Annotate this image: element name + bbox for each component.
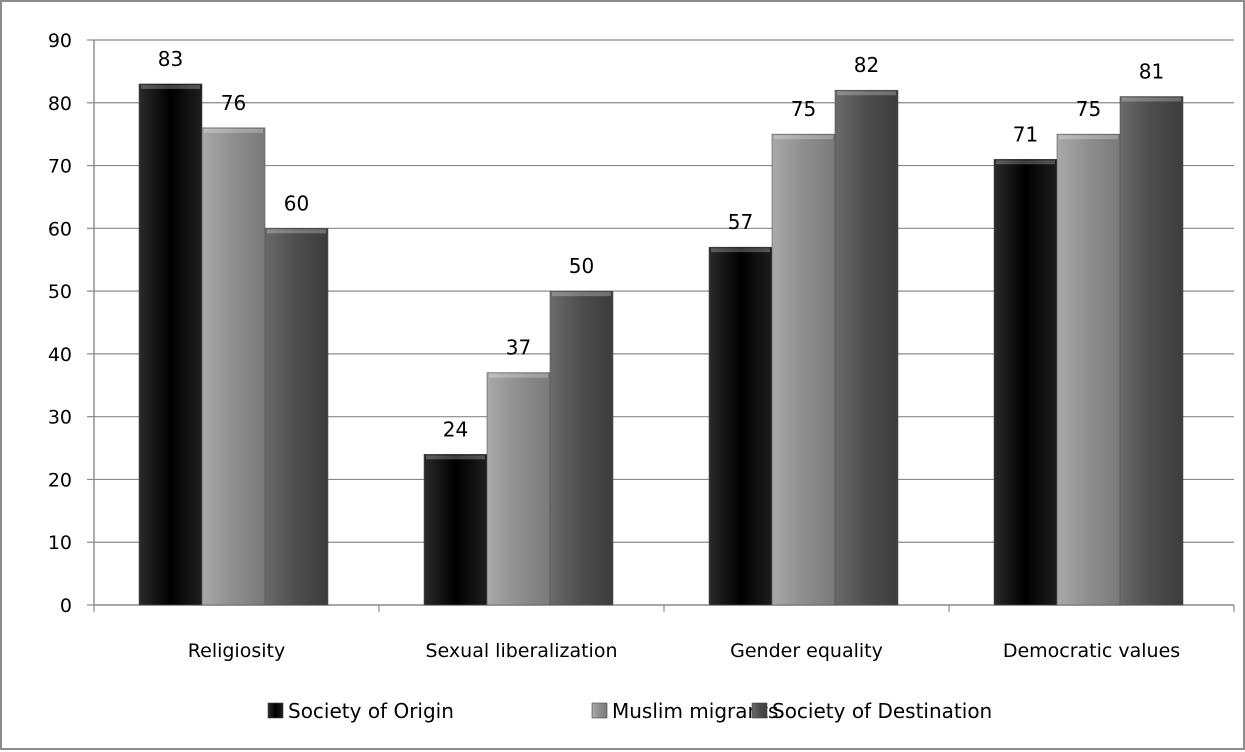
data-label: 50 xyxy=(569,254,594,278)
bar-bevel xyxy=(141,84,200,89)
y-tick-label: 50 xyxy=(48,281,72,303)
legend-label-society-of-origin: Society of Origin xyxy=(288,699,454,723)
data-label: 83 xyxy=(158,47,183,71)
y-tick-label: 60 xyxy=(48,218,72,240)
data-label: 37 xyxy=(506,336,531,360)
bar-bevel xyxy=(837,91,896,96)
data-label: 81 xyxy=(1139,60,1164,84)
bar-society-of-origin-gender-equality xyxy=(708,246,773,606)
data-label: 71 xyxy=(1013,122,1038,146)
data-label: 57 xyxy=(728,210,753,234)
category-label: Democratic values xyxy=(1003,640,1180,662)
legend-swatch-society-of-destination xyxy=(751,702,768,719)
bar-muslim-migrants-gender-equality xyxy=(771,133,836,606)
y-tick-label: 40 xyxy=(48,344,72,366)
data-label: 75 xyxy=(1076,97,1101,121)
legend-swatch-muslim-migrants xyxy=(591,702,608,719)
y-tick-label: 80 xyxy=(48,93,72,115)
bar-bevel xyxy=(267,229,326,234)
legend-label-society-of-destination: Society of Destination xyxy=(772,699,992,723)
y-tick-label: 0 xyxy=(60,595,72,617)
y-tick-label: 10 xyxy=(48,532,72,554)
bar-muslim-migrants-religiosity xyxy=(201,127,266,606)
data-label: 60 xyxy=(284,191,309,215)
category-label: Gender equality xyxy=(730,640,883,662)
data-label: 82 xyxy=(854,53,879,77)
bar-society-of-destination-democratic-values xyxy=(1119,96,1184,606)
legend-label-muslim-migrants: Muslim migrants xyxy=(612,699,778,723)
bar-society-of-origin-sexual-liberalization xyxy=(423,454,488,606)
y-tick-label: 70 xyxy=(48,156,72,178)
bar-bevel xyxy=(426,455,485,460)
category-label: Sexual liberalization xyxy=(426,640,618,662)
data-label: 24 xyxy=(443,417,468,441)
bar-society-of-destination-sexual-liberalization xyxy=(549,290,614,606)
bar-bevel xyxy=(774,135,833,140)
bar-bevel xyxy=(711,248,770,253)
legend-swatch-society-of-origin xyxy=(267,702,284,719)
data-label: 75 xyxy=(791,97,816,121)
bar-bevel xyxy=(552,292,611,297)
bar-society-of-origin-religiosity xyxy=(138,83,203,606)
category-label: Religiosity xyxy=(188,640,285,662)
y-tick-label: 90 xyxy=(48,30,72,52)
data-label: 76 xyxy=(221,91,246,115)
bar-bevel xyxy=(996,160,1055,165)
y-tick-label: 20 xyxy=(48,469,72,491)
bar-society-of-origin-democratic-values xyxy=(993,158,1058,606)
bar-bevel xyxy=(1122,97,1181,102)
bar-muslim-migrants-sexual-liberalization xyxy=(486,372,551,606)
bar-bevel xyxy=(204,128,263,133)
y-tick-label: 30 xyxy=(48,407,72,429)
bar-bevel xyxy=(1059,135,1118,140)
bar-muslim-migrants-democratic-values xyxy=(1056,133,1121,606)
bar-society-of-destination-gender-equality xyxy=(834,89,899,606)
bar-bevel xyxy=(489,373,548,378)
bar-society-of-destination-religiosity xyxy=(264,228,329,606)
